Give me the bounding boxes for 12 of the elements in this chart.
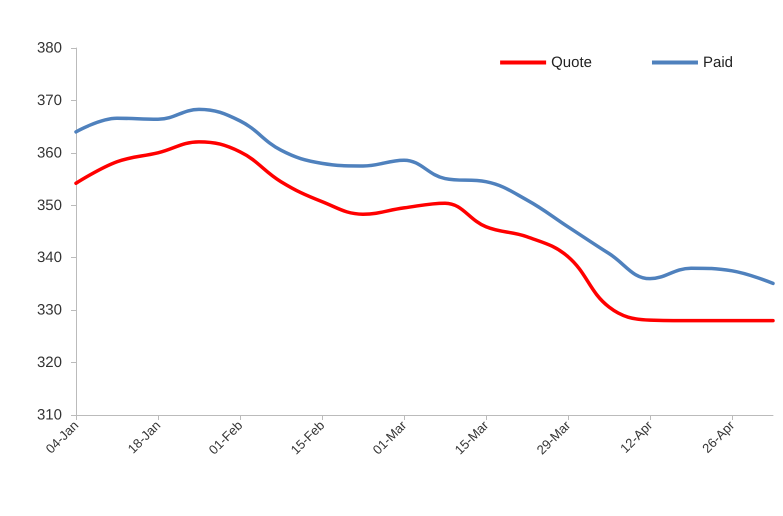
y-tick-label: 320 — [36, 354, 62, 372]
y-tick-label: 340 — [36, 249, 62, 266]
y-tick-label: 360 — [36, 144, 62, 162]
legend-label: Quote — [551, 54, 592, 71]
y-tick-label: 370 — [36, 92, 62, 109]
line-series — [74, 108, 775, 286]
y-tick-label: 350 — [36, 196, 62, 214]
y-tick-label: 310 — [36, 406, 62, 424]
y-tick-label: 330 — [36, 302, 62, 319]
legend-label: Paid — [702, 54, 734, 71]
line-series — [74, 140, 775, 322]
y-tick-label: 380 — [36, 40, 62, 56]
